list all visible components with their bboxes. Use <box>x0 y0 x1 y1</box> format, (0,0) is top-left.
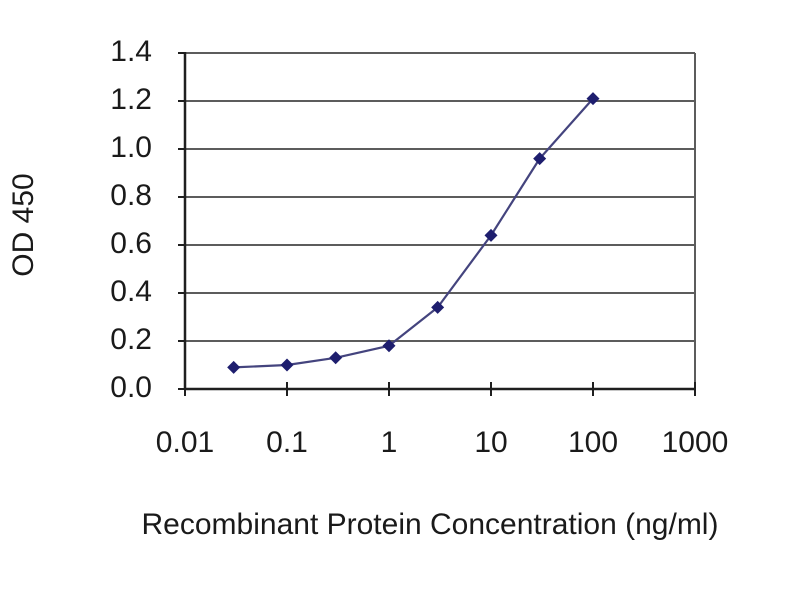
data-point-marker <box>484 228 498 242</box>
x-tick-label: 0.01 <box>156 426 214 459</box>
x-tick-label: 0.1 <box>266 426 308 459</box>
data-point-marker <box>586 92 600 106</box>
data-point-marker <box>280 358 294 372</box>
y-tick-label: 0.4 <box>110 275 152 308</box>
y-tick-label: 0.0 <box>110 371 152 404</box>
series-line <box>233 97 594 369</box>
data-point-marker <box>431 300 445 314</box>
x-tick-label: 10 <box>474 426 507 459</box>
y-tick-label: 0.8 <box>110 179 152 212</box>
y-tick-label: 1.0 <box>110 131 152 164</box>
x-tick-label: 1000 <box>662 426 729 459</box>
x-axis-title: Recombinant Protein Concentration (ng/ml… <box>141 508 719 541</box>
y-tick-label: 1.4 <box>110 35 152 68</box>
data-point-marker <box>533 152 547 166</box>
data-point-marker <box>382 339 396 353</box>
y-tick-label: 0.2 <box>110 323 152 356</box>
x-tick-label: 1 <box>381 426 398 459</box>
y-tick-label: 0.6 <box>110 227 152 260</box>
x-tick-label: 100 <box>568 426 618 459</box>
y-tick-label: 1.2 <box>110 83 152 116</box>
data-point-marker <box>227 360 241 374</box>
data-point-marker <box>329 351 343 365</box>
